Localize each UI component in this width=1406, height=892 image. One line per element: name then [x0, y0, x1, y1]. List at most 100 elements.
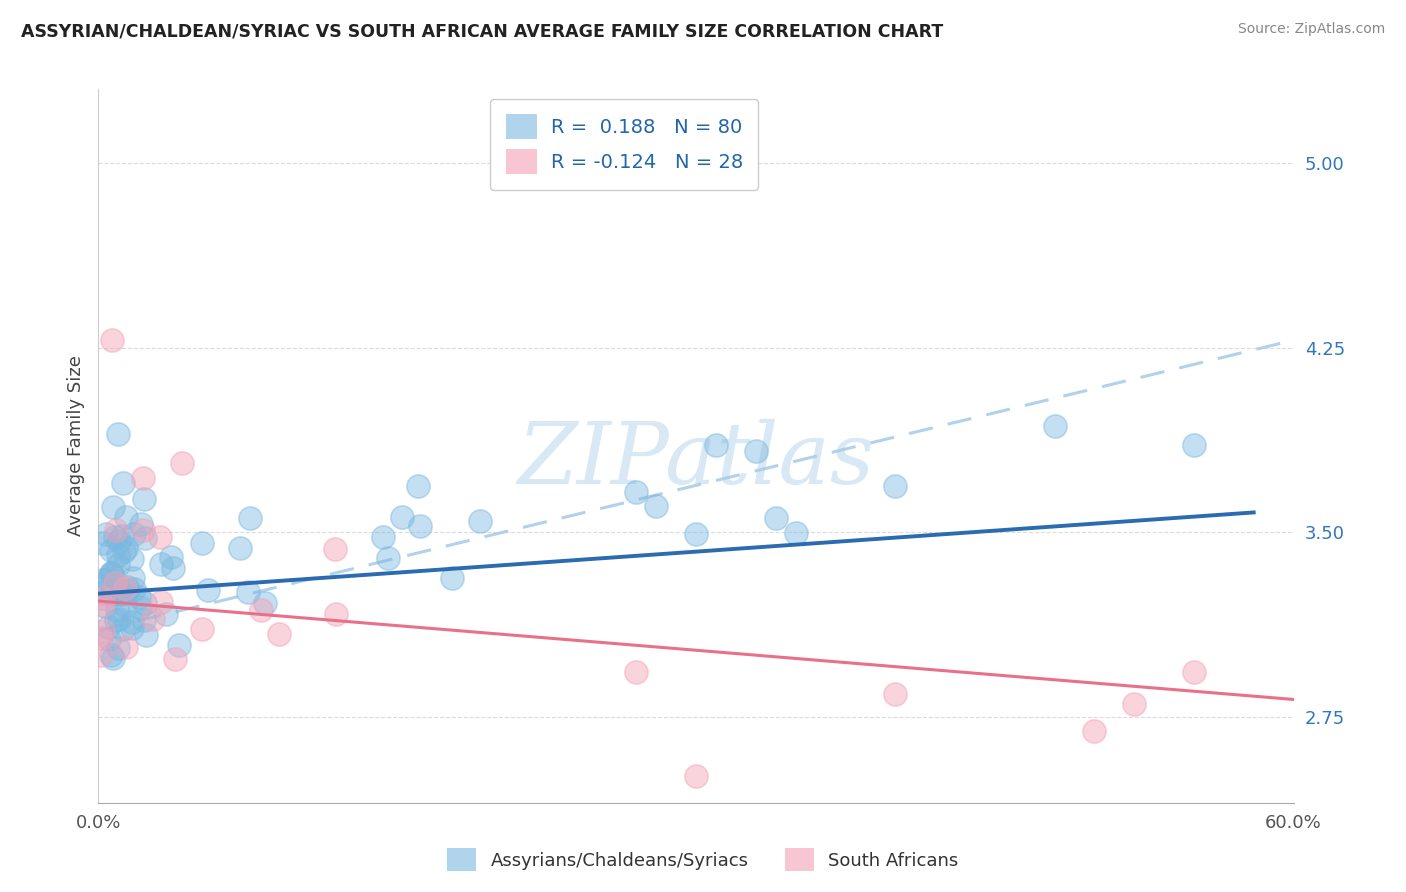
Point	[121, 615, 143, 630]
Point	[108, 533, 131, 548]
Point	[373, 530, 395, 544]
Point	[197, 582, 219, 597]
Point	[90, 586, 112, 600]
Point	[1043, 419, 1066, 434]
Point	[97, 572, 120, 586]
Point	[100, 648, 122, 662]
Point	[440, 571, 463, 585]
Point	[91, 591, 114, 605]
Point	[114, 510, 136, 524]
Point	[90, 648, 112, 662]
Point	[111, 529, 134, 543]
Point	[128, 600, 150, 615]
Text: ASSYRIAN/CHALDEAN/SYRIAC VS SOUTH AFRICAN AVERAGE FAMILY SIZE CORRELATION CHART: ASSYRIAN/CHALDEAN/SYRIAC VS SOUTH AFRICA…	[21, 22, 943, 40]
Point	[114, 541, 136, 556]
Point	[105, 523, 128, 537]
Point	[785, 525, 807, 540]
Point	[105, 613, 128, 627]
Point	[131, 471, 153, 485]
Point	[124, 582, 146, 596]
Point	[121, 621, 143, 635]
Point	[391, 510, 413, 524]
Point	[236, 585, 259, 599]
Point	[229, 541, 252, 555]
Point	[112, 475, 135, 490]
Text: ZIPatlas: ZIPatlas	[517, 419, 875, 501]
Point	[165, 652, 187, 666]
Point	[155, 607, 177, 621]
Point	[267, 626, 290, 640]
Point	[94, 599, 117, 613]
Point	[114, 599, 136, 613]
Point	[1083, 724, 1105, 739]
Point	[1182, 665, 1205, 679]
Point	[107, 640, 129, 655]
Point	[91, 598, 114, 612]
Point	[122, 571, 145, 585]
Point	[239, 511, 262, 525]
Point	[122, 526, 145, 541]
Point	[111, 622, 134, 636]
Point	[100, 566, 122, 581]
Point	[97, 620, 120, 634]
Point	[704, 438, 727, 452]
Point	[134, 531, 156, 545]
Point	[114, 640, 136, 655]
Legend: Assyrians/Chaldeans/Syriacs, South Africans: Assyrians/Chaldeans/Syriacs, South Afric…	[440, 841, 966, 879]
Text: Source: ZipAtlas.com: Source: ZipAtlas.com	[1237, 22, 1385, 37]
Point	[765, 510, 787, 524]
Point	[167, 638, 190, 652]
Point	[97, 632, 120, 647]
Point	[91, 573, 114, 587]
Point	[100, 543, 122, 558]
Legend: R =  0.188   N = 80, R = -0.124   N = 28: R = 0.188 N = 80, R = -0.124 N = 28	[491, 99, 758, 190]
Point	[409, 519, 432, 533]
Point	[115, 580, 138, 594]
Point	[103, 500, 125, 515]
Point	[745, 443, 768, 458]
Point	[132, 523, 155, 537]
Point	[107, 549, 129, 563]
Point	[104, 575, 127, 590]
Point	[101, 566, 124, 581]
Point	[626, 485, 648, 500]
Point	[101, 587, 124, 601]
Point	[107, 582, 129, 597]
Point	[254, 596, 277, 610]
Point	[129, 517, 152, 532]
Point	[149, 595, 172, 609]
Point	[162, 561, 184, 575]
Point	[159, 550, 181, 565]
Point	[191, 536, 214, 550]
Point	[112, 544, 135, 558]
Point	[111, 587, 134, 601]
Point	[468, 514, 491, 528]
Point	[406, 479, 429, 493]
Point	[107, 558, 129, 572]
Point	[150, 557, 173, 571]
Point	[94, 527, 117, 541]
Point	[114, 581, 136, 595]
Point	[128, 590, 150, 604]
Point	[108, 587, 131, 601]
Point	[191, 622, 214, 636]
Point	[115, 583, 138, 598]
Point	[172, 456, 194, 470]
Point	[645, 500, 668, 514]
Point	[134, 596, 156, 610]
Point	[105, 603, 128, 617]
Point	[101, 566, 124, 581]
Point	[91, 536, 114, 550]
Point	[249, 603, 271, 617]
Point	[132, 614, 155, 628]
Point	[90, 579, 112, 593]
Point	[1182, 438, 1205, 452]
Point	[90, 631, 112, 645]
Point	[149, 530, 172, 544]
Point	[103, 651, 125, 665]
Point	[107, 612, 129, 626]
Y-axis label: Average Family Size: Average Family Size	[66, 356, 84, 536]
Point	[626, 665, 648, 680]
Point	[323, 541, 346, 556]
Point	[142, 612, 165, 626]
